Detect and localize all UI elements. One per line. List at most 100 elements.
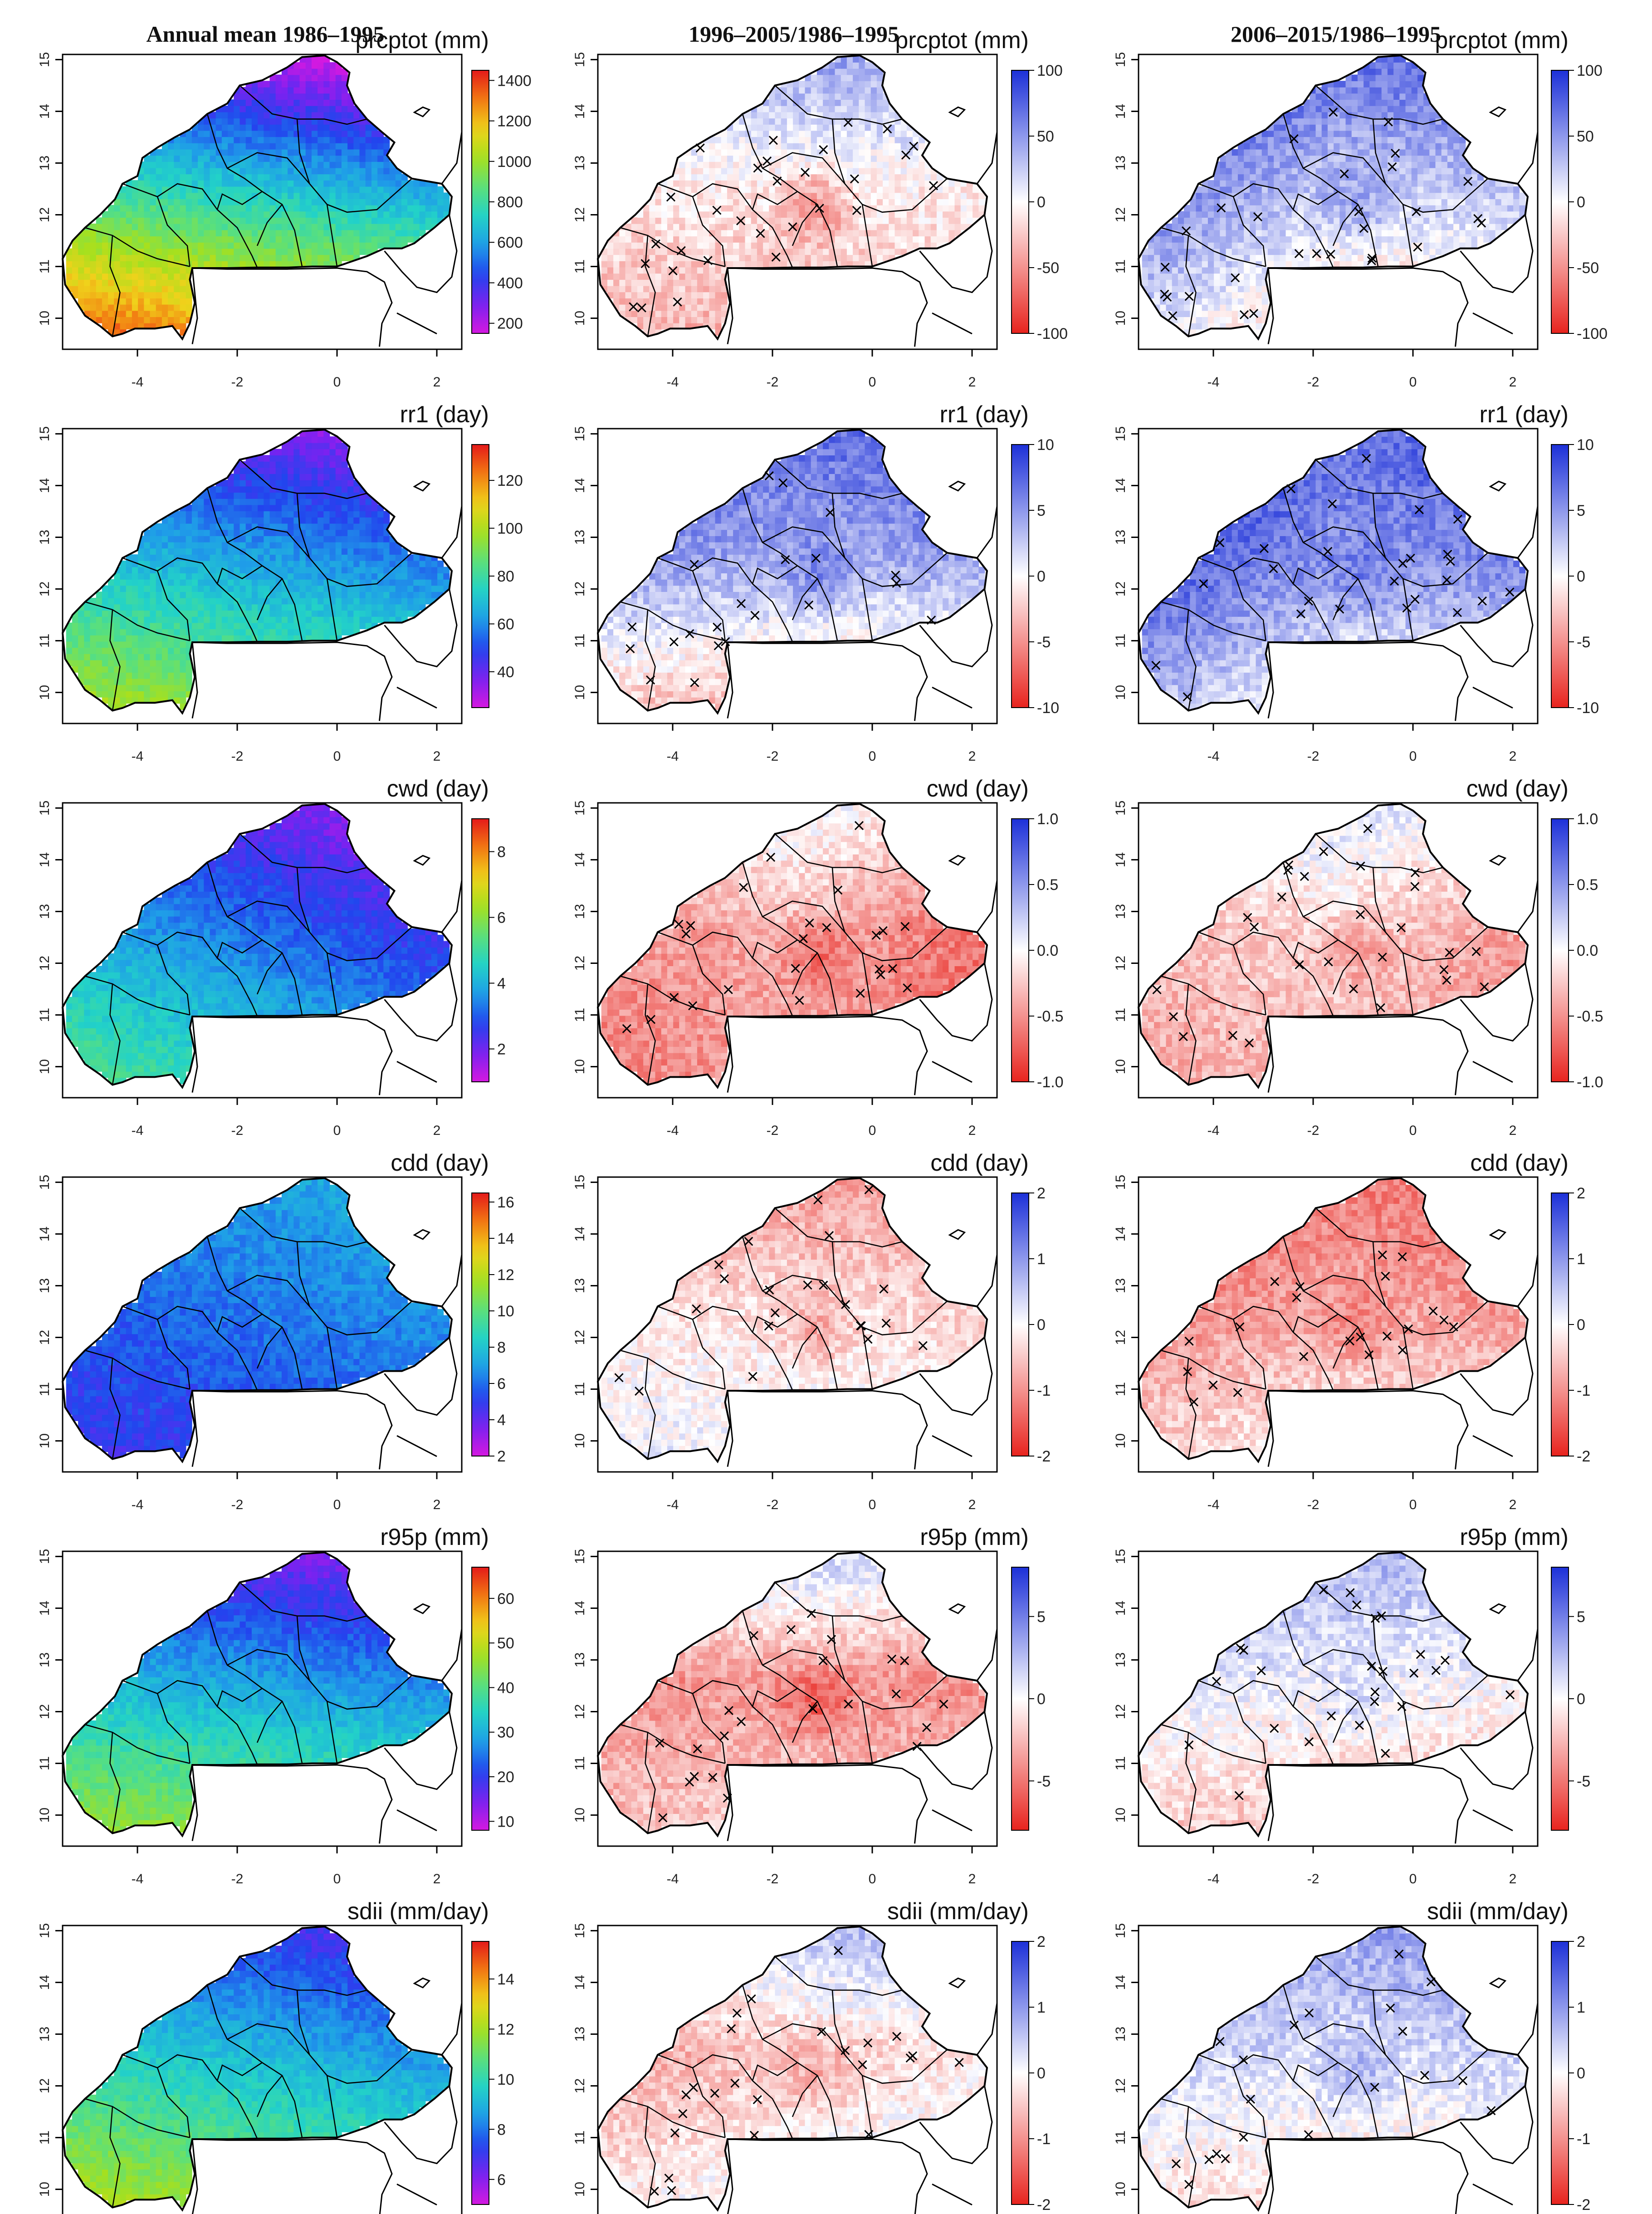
y-tick-label: 14 xyxy=(37,104,52,119)
region-boundary xyxy=(1332,204,1359,246)
x-tick-label: -4 xyxy=(132,1123,144,1138)
region-boundary xyxy=(156,945,191,1015)
y-tick-label: 14 xyxy=(1113,1975,1128,1990)
significance-cross xyxy=(747,1994,756,2004)
x-tick-label: 2 xyxy=(968,749,976,764)
lake-outline xyxy=(1489,855,1507,866)
region-boundary xyxy=(792,204,818,246)
neighbor-boundary xyxy=(1460,215,1534,293)
region-boundary xyxy=(861,1701,873,1764)
variable-label: rr1 (day) xyxy=(940,401,1029,428)
neighbor-boundary xyxy=(727,1016,928,1095)
significance-cross xyxy=(1289,2020,1299,2030)
significance-cross xyxy=(732,2009,742,2018)
y-tick-label: 10 xyxy=(572,1808,587,1823)
significance-cross xyxy=(854,821,864,831)
significance-cross xyxy=(1439,1315,1449,1325)
significance-cross xyxy=(1168,1012,1178,1021)
region-boundary xyxy=(216,191,263,210)
significance-cross xyxy=(881,1319,891,1328)
plot-frame xyxy=(1138,54,1539,350)
y-tick-label: 10 xyxy=(1113,1808,1128,1823)
region-boundary xyxy=(645,235,656,337)
significance-cross xyxy=(1212,2149,1222,2159)
colorbar-tick-label: 16 xyxy=(497,1194,514,1211)
y-tick-label: 13 xyxy=(37,904,52,919)
significance-cross xyxy=(1382,1331,1392,1341)
colorbar-r95p: -5 0 5 xyxy=(1011,1567,1051,1831)
region-boundary xyxy=(1161,1724,1266,1764)
significance-cross xyxy=(690,678,699,687)
lake-outline xyxy=(948,480,966,492)
region-boundary xyxy=(774,459,903,499)
column-title-decade-2: 1996–2005/1986–1995 xyxy=(689,21,899,47)
significance-cross xyxy=(1463,176,1473,186)
significance-cross xyxy=(1414,505,1424,514)
significance-cross xyxy=(1356,1332,1365,1342)
region-boundary xyxy=(752,1688,798,1707)
region-boundary xyxy=(792,578,818,621)
region-boundary xyxy=(85,975,190,1016)
region-boundary xyxy=(774,1956,903,1996)
y-tick-label: 11 xyxy=(37,1008,52,1022)
region-boundary xyxy=(1282,1610,1379,1764)
colorbar-tick-label: 120 xyxy=(497,472,523,489)
y-tick-label: 11 xyxy=(37,1756,52,1770)
neighbor-boundary xyxy=(441,1628,463,1681)
significance-markers xyxy=(626,471,936,687)
colorbar-tick-label: 60 xyxy=(497,1590,514,1608)
colorbar-tick-label: 400 xyxy=(497,274,523,292)
colorbar-tick-label: 10 xyxy=(497,2071,514,2088)
x-tick-label: 0 xyxy=(1409,1872,1417,1887)
colorbar-tick-label: 1 xyxy=(1577,1999,1585,2016)
colorbar-tick-label: 0.0 xyxy=(1037,942,1058,959)
region-boundary xyxy=(692,2067,726,2138)
significance-cross xyxy=(1410,882,1420,891)
x-tick-label: -4 xyxy=(132,375,144,390)
y-tick-label: 13 xyxy=(572,1652,587,1667)
region-boundary xyxy=(1292,1314,1339,1333)
significance-cross xyxy=(1443,549,1452,559)
significance-cross xyxy=(1204,2155,1214,2165)
region-boundary xyxy=(239,833,367,874)
neighbor-boundary xyxy=(1460,2086,1534,2165)
significance-cross xyxy=(1398,2027,1408,2036)
significance-cross xyxy=(892,2032,902,2041)
neighbor-boundary xyxy=(396,1809,437,1832)
neighbor-boundary xyxy=(727,1390,733,1467)
region-boundary xyxy=(762,900,846,933)
y-tick-label: 15 xyxy=(572,1549,587,1564)
x-tick-label: -4 xyxy=(1207,1497,1220,1512)
y-tick-label: 12 xyxy=(1113,1704,1128,1719)
significance-cross xyxy=(879,1284,889,1294)
region-boundary xyxy=(762,2023,846,2055)
raster-field xyxy=(66,56,450,336)
significance-cross xyxy=(887,1654,897,1664)
y-tick-label: 10 xyxy=(572,1059,587,1074)
y-tick-label: 15 xyxy=(572,1175,587,1190)
significance-cross xyxy=(1410,595,1420,604)
region-boundary xyxy=(861,2075,873,2138)
significance-cross xyxy=(1294,249,1304,259)
region-boundary xyxy=(227,900,310,933)
neighbor-boundary xyxy=(1460,1711,1534,1790)
region-boundary xyxy=(1161,975,1266,1016)
significance-cross xyxy=(1370,1687,1380,1697)
panel-prcptot-col3: -4 -2 0 2 10 11 12 13 14 15 prcptot (mm) -100 -50 0 50… xyxy=(1113,27,1608,390)
neighbor-boundary xyxy=(727,1016,733,1093)
neighbor-boundary xyxy=(727,1390,928,1470)
significance-cross xyxy=(1215,2037,1225,2046)
significance-cross xyxy=(1304,596,1313,606)
neighbor-boundary xyxy=(919,2086,993,2165)
significance-cross xyxy=(803,1280,812,1290)
y-tick-label: 14 xyxy=(572,1975,587,1990)
y-tick-label: 13 xyxy=(1113,530,1128,545)
colorbar-tick-label: 1 xyxy=(1577,1251,1585,1268)
region-boundary xyxy=(1232,571,1266,641)
region-boundary xyxy=(206,1984,303,2138)
neighbor-boundary xyxy=(384,2086,458,2165)
colorbar-tick-label: 8 xyxy=(497,2121,506,2138)
neighbor-boundary xyxy=(976,1628,998,1681)
y-tick-label: 11 xyxy=(1113,1008,1128,1022)
x-tick-label: 2 xyxy=(433,1872,441,1887)
